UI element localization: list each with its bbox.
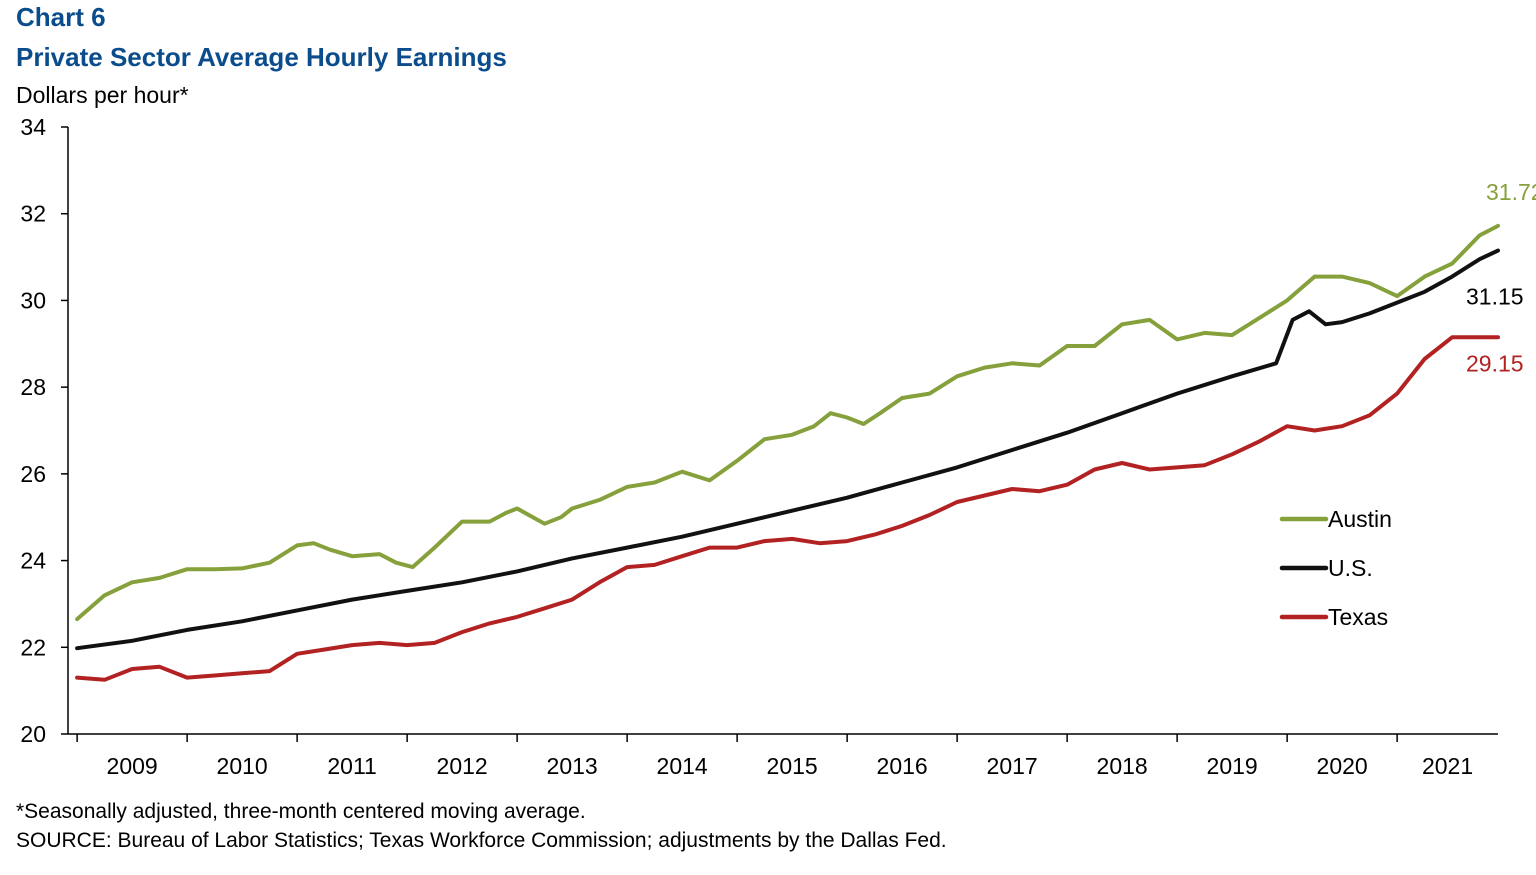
y-tick-label: 24 xyxy=(20,548,46,574)
series-line-us xyxy=(75,248,1500,651)
footnote-seasonal: *Seasonally adjusted, three-month center… xyxy=(16,800,586,823)
y-axis-unit-label: Dollars per hour* xyxy=(16,82,189,108)
x-tick-label: 2017 xyxy=(987,753,1038,779)
x-tick-label: 2013 xyxy=(547,753,598,779)
x-tick-label: 2015 xyxy=(767,753,818,779)
series-line-austin xyxy=(75,223,1500,622)
axes: 20 22 24 26 28 30 32 34 2009 2010 2011 2012 2013 2014… xyxy=(20,114,1498,779)
chart-number: Chart 6 xyxy=(16,2,106,32)
x-tick-label: 2021 xyxy=(1422,753,1473,779)
x-tick-label: 2019 xyxy=(1207,753,1258,779)
y-tick-label: 34 xyxy=(20,114,46,140)
footnote-source: SOURCE: Bureau of Labor Statistics; Texa… xyxy=(16,829,947,852)
x-tick-label: 2014 xyxy=(657,753,708,779)
legend-label: Texas xyxy=(1328,604,1388,630)
end-value-label: 31.15 xyxy=(1466,284,1524,310)
series-lines xyxy=(75,223,1500,682)
chart-title: Private Sector Average Hourly Earnings xyxy=(16,42,507,72)
legend: Austin U.S. Texas xyxy=(1279,506,1392,630)
x-tick-label: 2020 xyxy=(1317,753,1368,779)
x-tick-label: 2012 xyxy=(437,753,488,779)
y-tick-label: 28 xyxy=(20,374,46,400)
x-tick-label: 2016 xyxy=(877,753,928,779)
end-value-label: 29.15 xyxy=(1466,350,1524,376)
legend-label: U.S. xyxy=(1328,555,1373,581)
y-tick-label: 22 xyxy=(20,634,46,660)
y-tick-label: 26 xyxy=(20,461,46,487)
x-tick-label: 2011 xyxy=(327,753,376,779)
y-tick-label: 20 xyxy=(20,721,46,747)
x-tick-label: 2009 xyxy=(107,753,158,779)
x-tick-label: 2010 xyxy=(217,753,268,779)
x-tick-label: 2018 xyxy=(1097,753,1148,779)
legend-label: Austin xyxy=(1328,506,1392,532)
end-labels: 31.72 31.15 29.15 xyxy=(1466,179,1536,376)
y-tick-label: 32 xyxy=(20,201,46,227)
series-line-texas xyxy=(75,335,1500,682)
y-tick-label: 30 xyxy=(20,287,46,313)
end-value-label: 31.72 xyxy=(1486,179,1536,205)
